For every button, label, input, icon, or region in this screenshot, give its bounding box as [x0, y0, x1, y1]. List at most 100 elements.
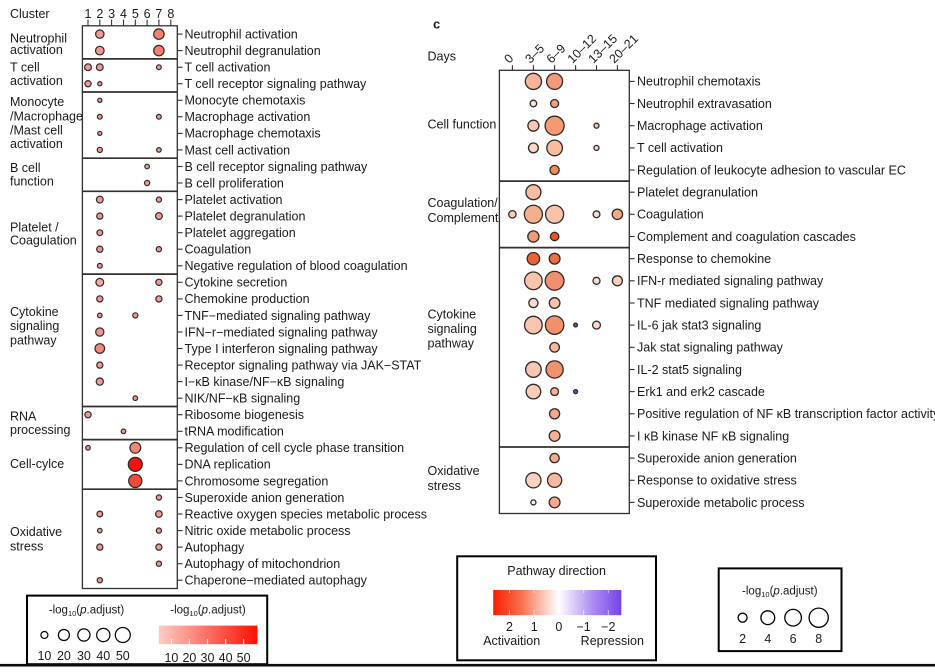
svg-text:IL-6 jak stat3 signaling: IL-6 jak stat3 signaling: [637, 319, 761, 333]
svg-text:Platelet activation: Platelet activation: [185, 193, 283, 207]
svg-text:Receptor signaling pathway via: Receptor signaling pathway via JAK−STAT: [185, 358, 422, 372]
svg-text:c: c: [433, 16, 440, 31]
svg-text:/Mast cell: /Mast cell: [10, 123, 63, 137]
svg-text:Coagulation/: Coagulation/: [428, 196, 499, 210]
svg-text:0: 0: [555, 620, 562, 634]
svg-text:Activaition: Activaition: [483, 634, 540, 648]
svg-text:TNF mediated signaling pathway: TNF mediated signaling pathway: [637, 296, 820, 310]
svg-text:4: 4: [764, 632, 771, 646]
svg-text:Response to oxidative stress: Response to oxidative stress: [637, 474, 797, 488]
svg-text:Jak stat signaling pathway: Jak stat signaling pathway: [637, 341, 784, 355]
svg-text:Superoxide anion generation: Superoxide anion generation: [185, 491, 345, 505]
svg-text:30: 30: [77, 649, 91, 663]
svg-text:40: 40: [96, 649, 110, 663]
svg-text:Negative regulation of blood c: Negative regulation of blood coagulation: [185, 259, 408, 273]
svg-text:Mast cell activation: Mast cell activation: [185, 143, 291, 157]
svg-text:Ribosome biogenesis: Ribosome biogenesis: [185, 408, 305, 422]
svg-text:6: 6: [144, 7, 151, 21]
svg-text:10: 10: [164, 651, 178, 665]
svg-text:30: 30: [201, 651, 215, 665]
svg-text:Macrophage activation: Macrophage activation: [185, 110, 311, 124]
svg-text:activation: activation: [10, 137, 63, 151]
svg-text:Erk1 and erk2 cascade: Erk1 and erk2 cascade: [637, 385, 765, 399]
svg-text:Coagulation: Coagulation: [637, 208, 704, 222]
svg-text:7: 7: [155, 7, 162, 21]
svg-text:Complement and coagulation cas: Complement and coagulation cascades: [637, 230, 856, 244]
svg-text:Neutrophil chemotaxis: Neutrophil chemotaxis: [637, 75, 761, 89]
svg-text:Oxidative: Oxidative: [10, 525, 62, 539]
svg-text:activation: activation: [10, 74, 63, 88]
svg-text:Superoxide anion generation: Superoxide anion generation: [637, 452, 797, 466]
svg-text:Chaperone−mediated autophagy: Chaperone−mediated autophagy: [185, 574, 368, 588]
svg-text:2: 2: [96, 7, 103, 21]
svg-text:Type I interferon signaling pa: Type I interferon signaling pathway: [185, 342, 379, 356]
svg-text:T cell receptor signaling path: T cell receptor signaling pathway: [185, 77, 368, 91]
svg-text:20: 20: [57, 649, 71, 663]
svg-text:4: 4: [120, 7, 127, 21]
svg-text:Cytokine secretion: Cytokine secretion: [185, 276, 288, 290]
svg-text:Regulation of cell cycle phase: Regulation of cell cycle phase transitio…: [185, 441, 405, 455]
svg-text:Repression: Repression: [581, 634, 644, 648]
svg-text:stress: stress: [428, 479, 461, 493]
svg-text:Macrophage chemotaxis: Macrophage chemotaxis: [185, 127, 321, 141]
svg-text:Neutrophil activation: Neutrophil activation: [185, 27, 298, 41]
svg-text:Cytokine: Cytokine: [428, 308, 477, 322]
svg-text:Neutrophil: Neutrophil: [10, 31, 67, 45]
svg-text:10: 10: [37, 649, 51, 663]
svg-text:Neutrophil degranulation: Neutrophil degranulation: [185, 44, 321, 58]
svg-text:T cell activation: T cell activation: [185, 61, 271, 75]
svg-text:I κB kinase NF κB signaling: I κB kinase NF κB signaling: [637, 429, 789, 443]
svg-text:2: 2: [739, 632, 746, 646]
svg-text:B cell: B cell: [10, 161, 41, 175]
svg-text:1: 1: [85, 7, 92, 21]
svg-text:activation: activation: [10, 43, 63, 57]
svg-text:Macrophage activation: Macrophage activation: [637, 119, 763, 133]
svg-text:Autophagy of mitochondrion: Autophagy of mitochondrion: [185, 557, 341, 571]
svg-text:8: 8: [815, 632, 822, 646]
svg-text:40: 40: [219, 651, 233, 665]
svg-text:8: 8: [167, 7, 174, 21]
svg-text:Response to chemokine: Response to chemokine: [637, 252, 771, 266]
svg-text:-log10(p.adjust): -log10(p.adjust): [170, 605, 246, 619]
svg-text:Coagulation: Coagulation: [10, 233, 77, 247]
svg-text:pathway: pathway: [428, 336, 475, 350]
svg-text:Reactive oxygen species metabo: Reactive oxygen species metabolic proces…: [185, 507, 427, 521]
svg-text:Cluster: Cluster: [10, 7, 50, 21]
svg-text:signaling: signaling: [428, 322, 477, 336]
svg-text:Pathway direction: Pathway direction: [507, 564, 606, 578]
svg-text:Autophagy: Autophagy: [185, 541, 246, 555]
svg-text:1: 1: [531, 620, 538, 634]
svg-text:3: 3: [108, 7, 115, 21]
svg-text:I−κB kinase/NF−κB signaling: I−κB kinase/NF−κB signaling: [185, 375, 345, 389]
svg-text:Chemokine production: Chemokine production: [185, 292, 310, 306]
svg-text:NIK/NF−κB signaling: NIK/NF−κB signaling: [185, 392, 301, 406]
svg-text:6: 6: [790, 632, 797, 646]
svg-text:IL-2 stat5 signaling: IL-2 stat5 signaling: [637, 363, 742, 377]
svg-text:Days: Days: [428, 49, 456, 63]
svg-text:Coagulation: Coagulation: [185, 243, 252, 257]
svg-text:T cell activation: T cell activation: [637, 141, 723, 155]
svg-text:20: 20: [182, 651, 196, 665]
svg-text:B cell receptor signaling path: B cell receptor signaling pathway: [185, 160, 368, 174]
svg-text:Regulation of leukocyte adhesi: Regulation of leukocyte adhesion to vasc…: [637, 163, 906, 177]
svg-text:Cell function: Cell function: [428, 117, 497, 131]
svg-text:50: 50: [116, 649, 130, 663]
svg-text:Nitric oxide metabolic process: Nitric oxide metabolic process: [185, 524, 351, 538]
svg-text:signaling: signaling: [10, 319, 59, 333]
svg-text:Platelet degranulation: Platelet degranulation: [185, 210, 306, 224]
svg-text:Platelet /: Platelet /: [10, 220, 59, 234]
svg-text:Monocyte: Monocyte: [10, 95, 64, 109]
svg-text:−2: −2: [601, 620, 615, 634]
svg-text:RNA: RNA: [10, 409, 37, 423]
svg-text:2: 2: [506, 620, 513, 634]
svg-text:Positive regulation of NF κB t: Positive regulation of NF κB transcripti…: [637, 407, 935, 421]
svg-text:Complement: Complement: [428, 211, 499, 225]
svg-text:Chromosome segregation: Chromosome segregation: [185, 474, 329, 488]
svg-text:Superoxide metabolic process: Superoxide metabolic process: [637, 496, 804, 510]
svg-text:tRNA modification: tRNA modification: [185, 425, 284, 439]
svg-text:stress: stress: [10, 539, 43, 553]
svg-text:processing: processing: [10, 423, 70, 437]
svg-text:Platelet degranulation: Platelet degranulation: [637, 186, 758, 200]
svg-text:pathway: pathway: [10, 333, 57, 347]
svg-text:function: function: [10, 174, 54, 188]
